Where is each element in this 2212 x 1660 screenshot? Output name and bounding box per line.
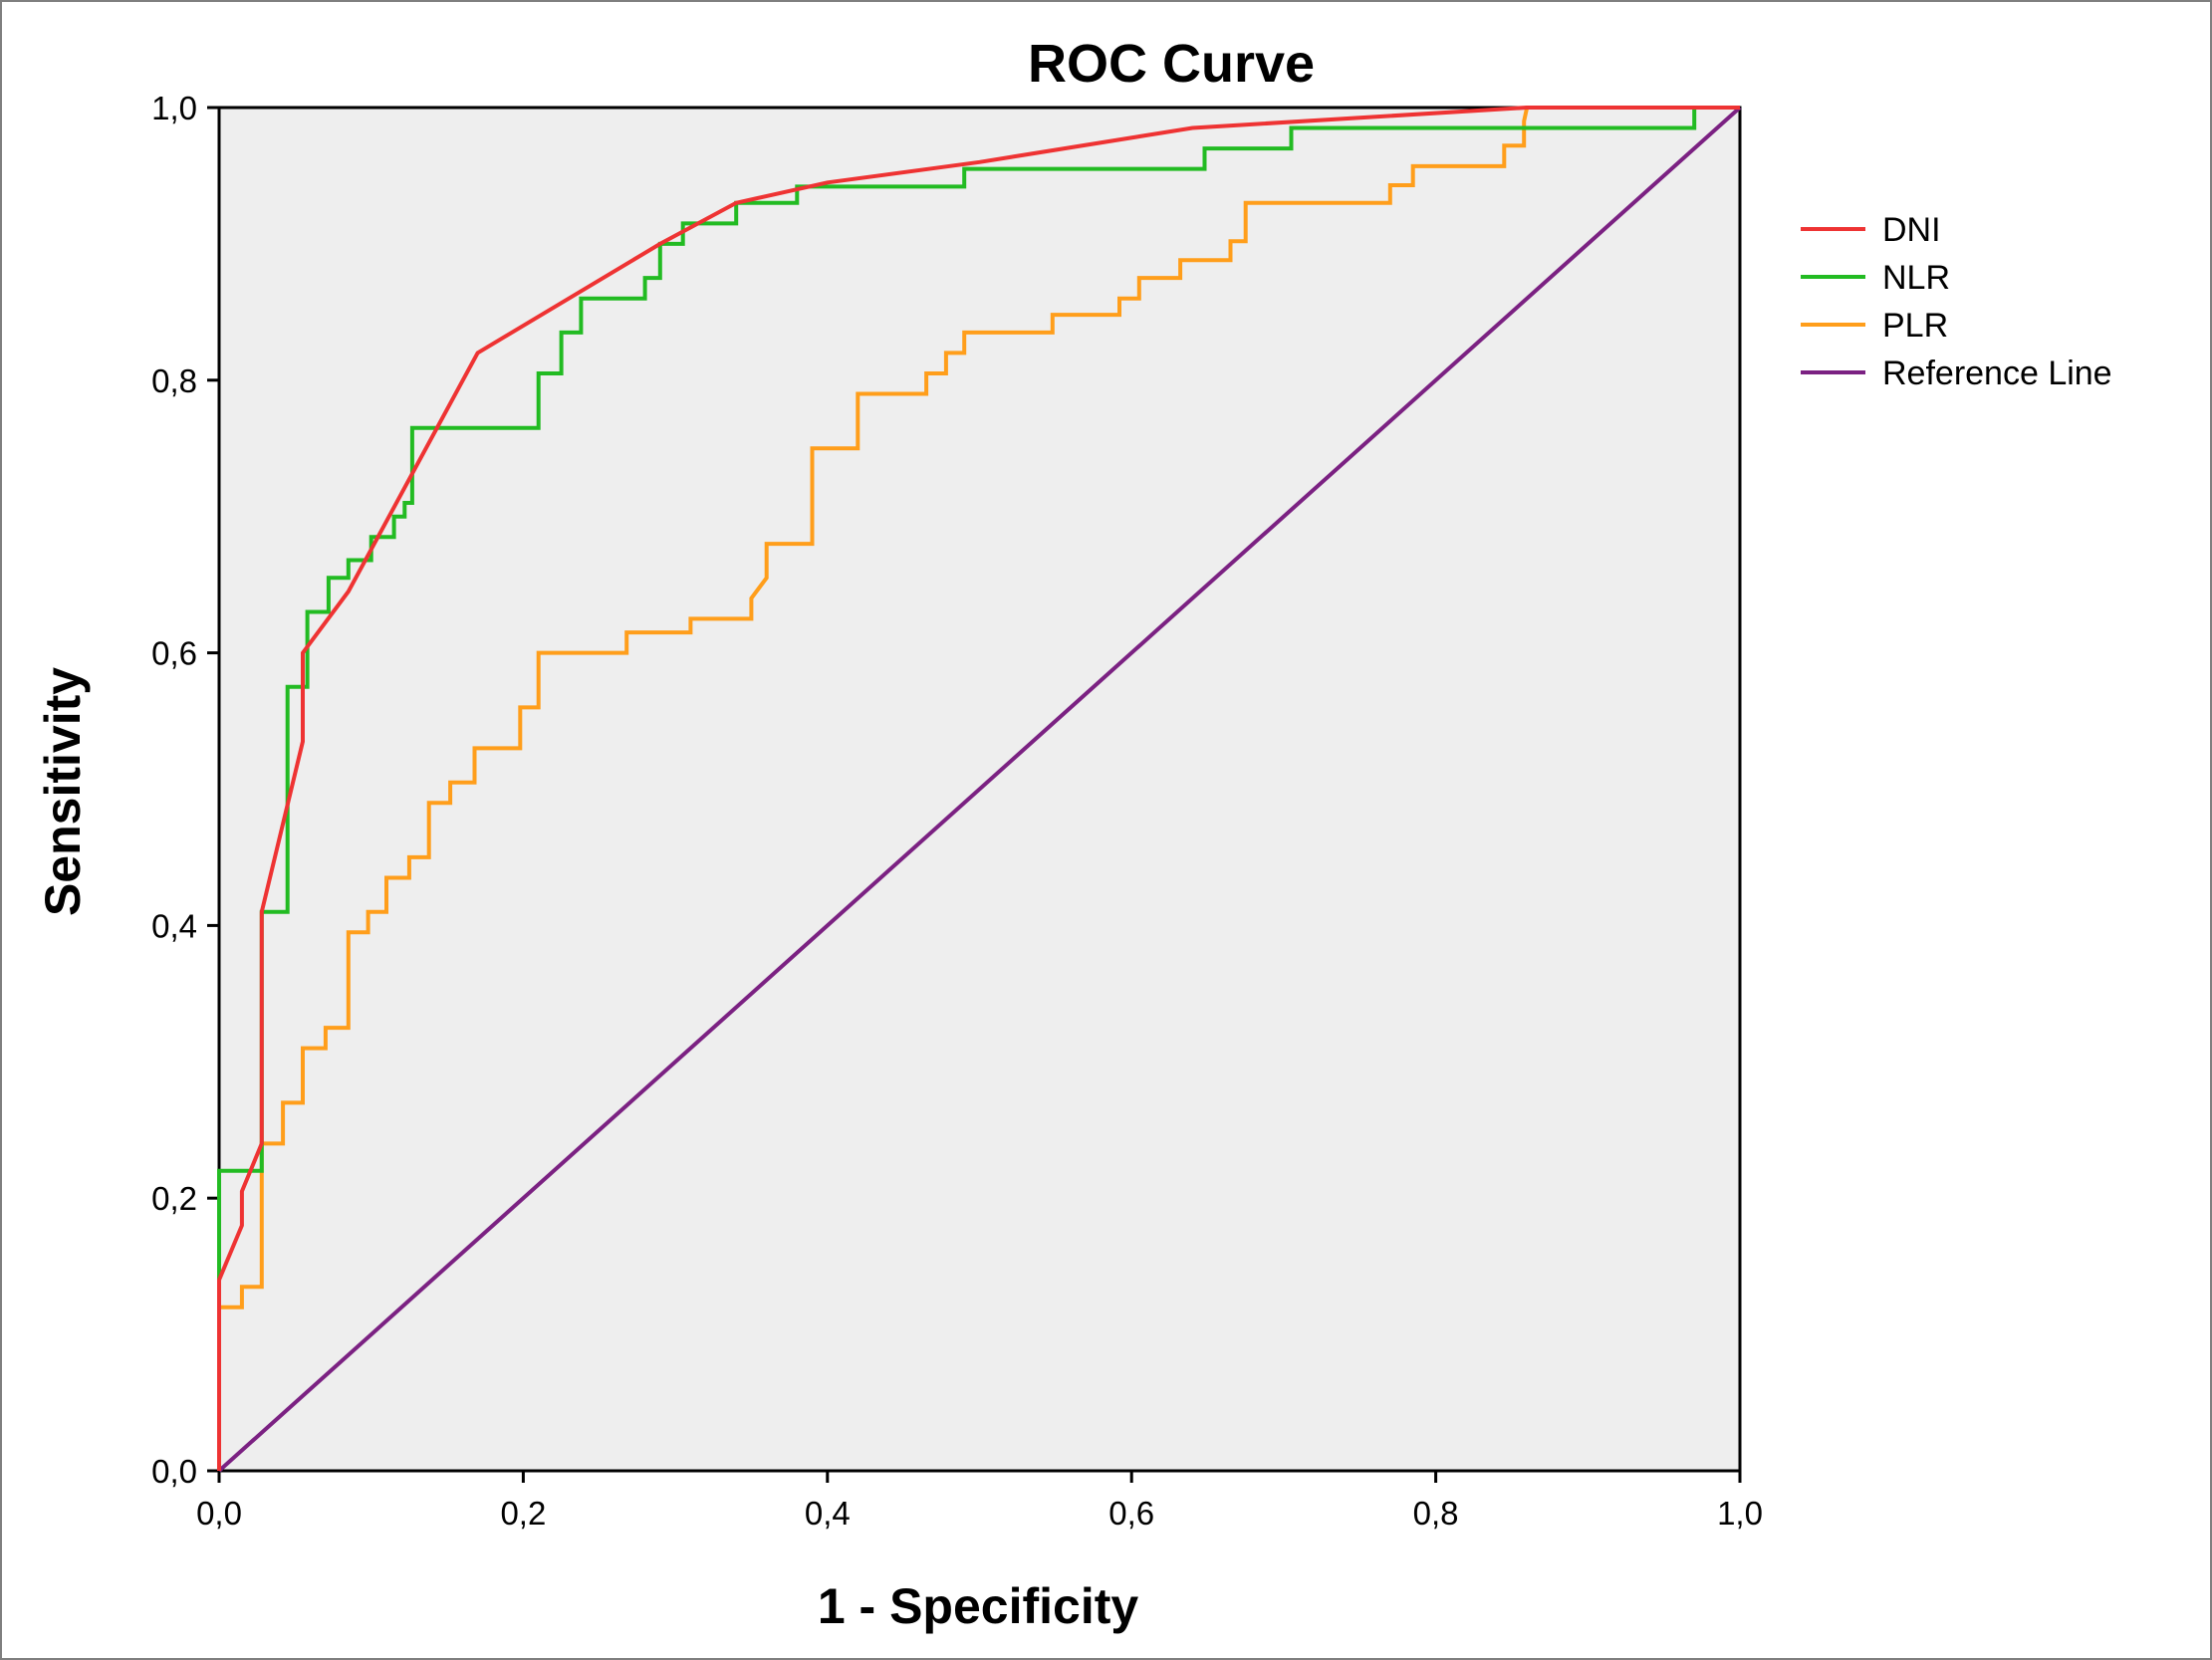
y-tick-label: 0,6 — [151, 635, 197, 672]
y-tick-label: 0,8 — [151, 362, 197, 399]
x-tick-label: 0,6 — [1108, 1495, 1154, 1532]
legend: DNI NLR PLR Reference Line — [1801, 211, 2112, 392]
series-layer — [217, 106, 1742, 1473]
x-tick-label: 0,2 — [500, 1495, 546, 1532]
legend-label-dni: DNI — [1882, 211, 1941, 249]
y-axis-label: Sensitivity — [35, 667, 91, 916]
y-tick-label: 0,0 — [151, 1453, 197, 1490]
series-line-nlr — [217, 106, 1740, 1471]
x-tick-label: 1,0 — [1717, 1495, 1763, 1532]
axis-ticks: 0,0 0,2 0,4 0,6 0,8 1,0 0,0 0,2 0,4 0,6 0,8 1,0 — [151, 90, 1763, 1532]
legend-label-plr: PLR — [1882, 307, 1948, 345]
legend-label-reference-line: Reference Line — [1882, 355, 2112, 392]
y-tick-label: 0,4 — [151, 907, 197, 944]
x-tick-label: 0,8 — [1413, 1495, 1459, 1532]
chart-title: ROC Curve — [1028, 34, 1315, 94]
legend-label-nlr: NLR — [1882, 259, 1950, 297]
x-axis-label: 1 - Specificity — [818, 1578, 1139, 1634]
series-line-reference-line — [217, 106, 1742, 1473]
x-tick-label: 0,0 — [196, 1495, 242, 1532]
x-tick-label: 0,4 — [805, 1495, 851, 1532]
y-tick-label: 0,2 — [151, 1180, 197, 1217]
series-line-dni — [217, 106, 1740, 1471]
series-line-plr — [217, 106, 1740, 1471]
y-tick-label: 1,0 — [151, 90, 197, 126]
